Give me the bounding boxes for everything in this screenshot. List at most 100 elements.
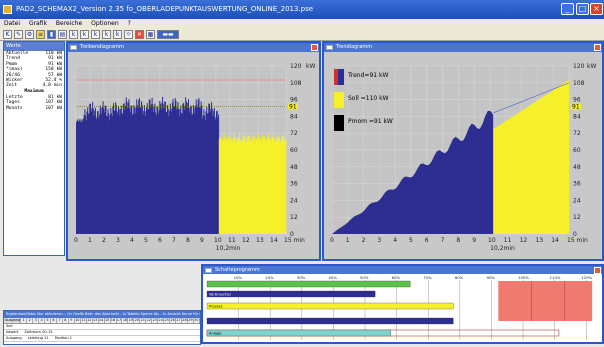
event-line-field: Soll [6, 324, 13, 328]
k-icon[interactable]: k [69, 30, 78, 39]
app-icon [3, 5, 12, 14]
event-grid-cell[interactable]: 6 [51, 318, 57, 323]
trend-bar [80, 122, 82, 234]
event-grid-header: Ausgang 1 2 3 4 5 6 7 8 9 10 11 12 13 14 15 16 17 18 19 20 2… [4, 318, 200, 324]
x-tick-label: 1 [346, 237, 350, 244]
status-row: Zeit 4,8 min [4, 83, 64, 88]
event-grid-cell[interactable]: 29 [187, 318, 194, 323]
k-icon[interactable]: k [80, 30, 89, 39]
maximize-button[interactable]: □ [576, 3, 589, 15]
grid-icon[interactable]: ▦ [146, 30, 155, 39]
load-window[interactable]: Schalteprogramm 10% 20% 30% 40% 50% 60% 70% 80%… [201, 264, 604, 344]
trend-bar [258, 134, 259, 234]
gear-icon[interactable]: ☼ [124, 30, 133, 39]
event-line-field: Position 1 [54, 336, 73, 340]
table-icon[interactable]: ▤ [58, 30, 67, 39]
menu-optionen[interactable]: Optionen [91, 20, 119, 27]
x-tick-label: 9 [200, 237, 204, 244]
event-line[interactable]: Istwert Zeitraum 00-15 [4, 330, 200, 336]
trend-bar [124, 109, 126, 234]
x-icon[interactable]: ✕ [135, 30, 144, 39]
event-grid-cell[interactable]: 23 [152, 318, 159, 323]
trend-bar [82, 122, 84, 234]
event-grid-cell[interactable]: 25 [164, 318, 171, 323]
trend-bar [150, 107, 152, 234]
event-grid-cell[interactable]: 10 [74, 318, 81, 323]
event-grid-cell[interactable]: 9 [68, 318, 75, 323]
menu-datei[interactable]: Datei [4, 20, 21, 27]
event-grid-cell[interactable]: 27 [176, 318, 182, 323]
trend-bar [210, 108, 212, 234]
event-grid-cell[interactable]: 21 [140, 318, 147, 323]
event-grid-cell[interactable]: 15 [104, 318, 111, 323]
close-icon[interactable] [311, 44, 318, 51]
event-grid-cell[interactable]: 4 [39, 318, 46, 323]
k-icon[interactable]: k [113, 30, 122, 39]
bars-icon[interactable]: ▬▬ [157, 30, 179, 39]
k-icon[interactable]: k [91, 30, 100, 39]
event-grid-cell[interactable]: 28 [181, 318, 188, 323]
trend-bar [136, 99, 138, 234]
trend-bar [238, 137, 240, 234]
trend-bar [268, 139, 270, 234]
event-grid-cell[interactable]: 14 [98, 318, 105, 323]
ruler-icon[interactable]: ≡ [36, 30, 45, 39]
event-line[interactable]: Ausgang Leistung 11 Position 1 [4, 336, 200, 342]
event-grid-cell[interactable]: 30 [193, 318, 200, 323]
k-icon[interactable]: k [102, 30, 111, 39]
x-tick-label: 14 [270, 237, 278, 244]
event-grid-cell[interactable]: 13 [92, 318, 99, 323]
event-grid-cell[interactable]: 22 [146, 318, 153, 323]
ramp-chart-window[interactable]: Trendiagramm Trend=91 kW Soll =110 kW Pmom… [322, 41, 604, 261]
menu-grafik[interactable]: Grafik [28, 20, 47, 27]
trend-bar [213, 107, 215, 234]
trend-bar [123, 103, 125, 234]
event-grid-cell[interactable]: 2 [27, 318, 34, 323]
event-grid-cell[interactable]: 1 [21, 318, 28, 323]
pen-icon[interactable]: ✎ [14, 30, 23, 39]
trend-bar [118, 109, 120, 234]
load-window-title: Schalteprogramm [215, 267, 260, 273]
trend-bar [281, 139, 283, 234]
event-grid-cell[interactable]: 17 [116, 318, 123, 323]
trend-chart-window[interactable]: Treibendiagramm 0 12 24 36 48 60 72 84 96 108 120 k… [66, 41, 321, 261]
trend-bar [263, 135, 265, 234]
event-grid-cell[interactable]: 12 [86, 318, 93, 323]
close-icon[interactable] [594, 44, 601, 51]
trend-bar [99, 105, 101, 234]
load-bar-label: Anlage [209, 332, 222, 336]
trend-bar [200, 101, 202, 234]
status-value: 52,4 % [45, 78, 62, 84]
trend-bar [253, 138, 255, 234]
legend-swatch-accent [334, 69, 338, 85]
event-grid-cell[interactable]: 24 [158, 318, 165, 323]
event-grid-cell[interactable]: 18 [122, 318, 129, 323]
trend-bar [169, 110, 171, 234]
tool-icon[interactable]: ⚙ [25, 30, 34, 39]
event-grid-cell[interactable]: 3 [33, 318, 40, 323]
trend-bar [165, 111, 167, 234]
event-grid-cell[interactable]: 16 [110, 318, 117, 323]
chart-icon[interactable]: ▮ [47, 30, 56, 39]
event-line[interactable]: Soll [4, 324, 200, 330]
event-grid-cell[interactable]: 20 [134, 318, 141, 323]
close-icon[interactable] [594, 267, 601, 274]
event-grid-cell[interactable]: 8 [62, 318, 69, 323]
trend-bar [253, 137, 255, 234]
toolbar: K ✎ ⚙ ≡ ▮ ▤ k k k k k ☼ ✕ ▦ ▬▬ [0, 29, 604, 41]
menu-bereiche[interactable]: Bereiche [55, 20, 83, 27]
trend-bar [132, 115, 133, 234]
menu-help[interactable]: ? [127, 20, 131, 27]
close-button[interactable]: × [590, 3, 603, 15]
trend-bar [104, 112, 105, 234]
event-grid-cell[interactable]: 19 [128, 318, 135, 323]
y-tick-label: 48 [290, 164, 298, 171]
k-tool-icon[interactable]: K [3, 30, 12, 39]
status-row: Trend 91 kW [4, 56, 64, 61]
event-grid-cell[interactable]: 7 [56, 318, 63, 323]
event-grid-cell[interactable]: 11 [80, 318, 87, 323]
trend-bar [283, 142, 285, 234]
event-grid-cell[interactable]: 5 [45, 318, 52, 323]
event-grid-cell[interactable]: 26 [170, 318, 177, 323]
minimize-button[interactable]: _ [561, 3, 574, 15]
